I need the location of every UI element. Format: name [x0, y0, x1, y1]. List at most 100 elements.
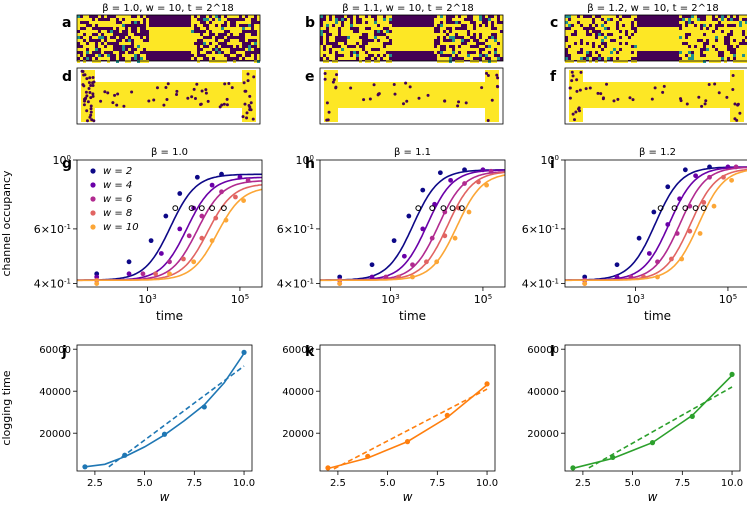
lattice-cell: [458, 42, 461, 45]
lattice-cell: [83, 51, 86, 54]
lattice-cell: [77, 21, 80, 24]
lattice-cell: [377, 15, 380, 18]
lattice-cell: [715, 51, 718, 54]
particle: [88, 76, 92, 80]
lattice-cell: [89, 18, 92, 21]
lattice-cell: [206, 30, 209, 33]
lattice-cell: [604, 30, 607, 33]
lattice-cell: [694, 33, 697, 36]
panel-letter-a: a: [62, 15, 71, 31]
lattice-cell: [380, 51, 383, 54]
particle: [82, 103, 86, 107]
lattice-cell: [703, 27, 706, 30]
lattice-cell: [479, 21, 482, 24]
lattice-cell: [712, 27, 715, 30]
lattice-cell: [416, 27, 419, 30]
lattice-cell: [565, 57, 568, 60]
lattice-cell: [200, 57, 203, 60]
lattice-cell: [89, 45, 92, 48]
lattice-cell: [622, 27, 625, 30]
lattice-cell: [589, 60, 592, 63]
lattice-cell: [410, 45, 413, 48]
data-point: [325, 465, 331, 471]
x-tick-label: 2.5: [87, 478, 103, 489]
lattice-cell: [461, 60, 464, 63]
lattice-cell: [730, 21, 733, 24]
lattice-cell: [77, 15, 80, 18]
lattice-cell: [251, 57, 254, 60]
lattice-cell: [323, 27, 326, 30]
lattice-cell: [733, 45, 736, 48]
lattice-cell: [371, 27, 374, 30]
data-point: [153, 271, 158, 277]
lattice-cell: [634, 51, 637, 54]
lattice-cell: [634, 60, 637, 63]
lattice-cell: [215, 18, 218, 21]
lattice-cell: [577, 39, 580, 42]
lattice-cell: [362, 27, 365, 30]
lattice-cell: [661, 27, 664, 30]
lattice-cell: [398, 48, 401, 51]
clog-marker: [692, 205, 699, 212]
data-point: [122, 452, 128, 458]
data-point: [163, 213, 169, 219]
lattice-cell: [640, 33, 643, 36]
lattice-cell: [574, 48, 577, 51]
lattice-cell: [173, 45, 176, 48]
lattice-cell: [395, 48, 398, 51]
lattice-cell: [694, 30, 697, 33]
lattice-cell: [488, 21, 491, 24]
lattice-cell: [128, 33, 131, 36]
lattice-cell: [592, 36, 595, 39]
data-point: [480, 167, 486, 173]
lattice-cell: [485, 30, 488, 33]
lattice-cell: [257, 15, 260, 18]
particle: [220, 103, 224, 107]
lattice-cell: [203, 48, 206, 51]
lattice-cell: [670, 36, 673, 39]
plot-frame: [564, 344, 741, 472]
lattice-cell: [371, 30, 374, 33]
lattice-cell: [709, 54, 712, 57]
lattice-cell: [464, 45, 467, 48]
lattice-cell: [679, 54, 682, 57]
lattice-cell: [706, 18, 709, 21]
lattice-cell: [703, 30, 706, 33]
lattice-cell: [658, 39, 661, 42]
lattice-cell: [712, 42, 715, 45]
lattice-cell: [197, 57, 200, 60]
lattice-cell: [227, 15, 230, 18]
data-point: [140, 271, 146, 277]
lattice-cell: [383, 24, 386, 27]
lattice-cell: [80, 33, 83, 36]
lattice-cell: [694, 18, 697, 21]
lattice-cell: [158, 39, 161, 42]
lattice-cell: [598, 39, 601, 42]
lattice-cell: [697, 27, 700, 30]
lattice-cell: [440, 51, 443, 54]
lattice-cell: [245, 48, 248, 51]
lattice-cell: [458, 48, 461, 51]
lattice-cell: [613, 27, 616, 30]
data-point: [721, 174, 726, 180]
lattice-cell: [568, 42, 571, 45]
lattice-cell: [440, 24, 443, 27]
lattice-cell: [607, 45, 610, 48]
lattice-cell: [83, 54, 86, 57]
lattice-cell: [236, 51, 239, 54]
lattice-cell: [368, 48, 371, 51]
lattice-cell: [733, 36, 736, 39]
lattice-cell: [380, 39, 383, 42]
particle: [199, 103, 203, 107]
lattice-cell: [212, 54, 215, 57]
lattice-cell: [452, 24, 455, 27]
lattice-cell: [218, 45, 221, 48]
lattice-cell: [649, 33, 652, 36]
lattice-cell: [694, 21, 697, 24]
lattice-cell: [182, 48, 185, 51]
lattice-cell: [691, 54, 694, 57]
lattice-cell: [736, 36, 739, 39]
particle: [725, 95, 729, 99]
lattice-cell: [667, 30, 670, 33]
